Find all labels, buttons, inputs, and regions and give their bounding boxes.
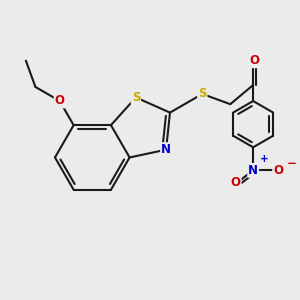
Text: O: O	[231, 176, 241, 189]
Text: N: N	[248, 164, 258, 177]
Text: S: S	[132, 91, 140, 104]
Text: N: N	[161, 143, 171, 156]
Text: O: O	[250, 54, 260, 67]
Text: S: S	[198, 88, 206, 100]
Text: O: O	[55, 94, 65, 107]
Text: −: −	[287, 158, 297, 170]
Text: +: +	[260, 154, 268, 164]
Text: O: O	[273, 164, 283, 177]
